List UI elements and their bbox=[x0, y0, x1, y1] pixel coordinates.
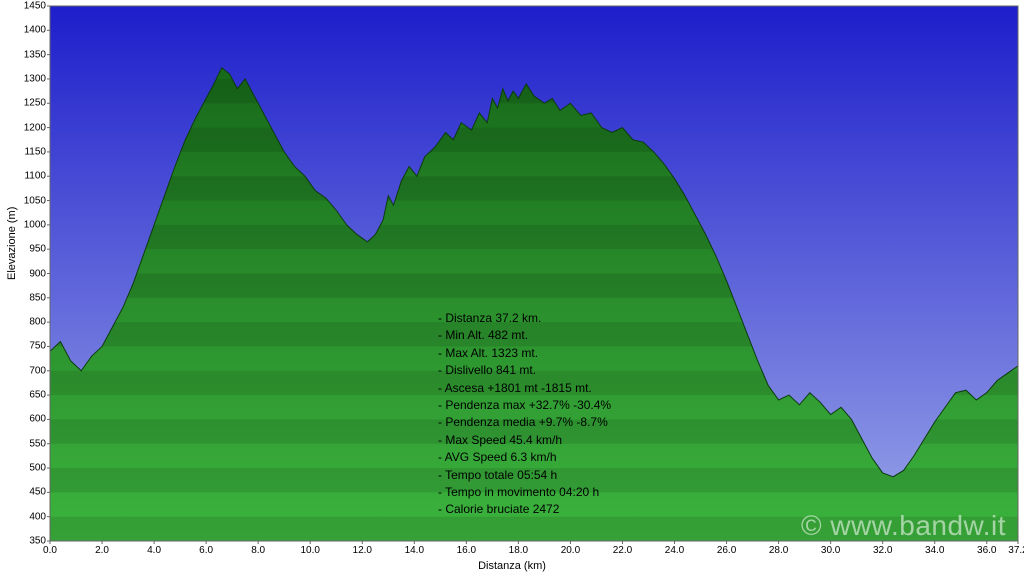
y-tick: 450 bbox=[18, 487, 46, 498]
stat-line: - Calorie bruciate 2472 bbox=[438, 501, 611, 518]
y-tick: 700 bbox=[18, 365, 46, 376]
stat-line: - Tempo totale 05:54 h bbox=[438, 467, 611, 484]
x-tick: 36.0 bbox=[972, 545, 1002, 556]
y-tick: 1000 bbox=[18, 219, 46, 230]
y-tick: 1400 bbox=[18, 25, 46, 36]
stat-line: - Min Alt. 482 mt. bbox=[438, 327, 611, 344]
y-tick: 400 bbox=[18, 511, 46, 522]
y-tick: 900 bbox=[18, 268, 46, 279]
elevation-chart: Elevazione (m) Distanza (km) 35040045050… bbox=[0, 0, 1024, 574]
x-tick: 20.0 bbox=[555, 545, 585, 556]
y-tick: 800 bbox=[18, 317, 46, 328]
x-tick: 12.0 bbox=[347, 545, 377, 556]
y-tick: 1350 bbox=[18, 49, 46, 60]
y-tick: 1150 bbox=[18, 146, 46, 157]
x-tick: 24.0 bbox=[660, 545, 690, 556]
stat-line: - Ascesa +1801 mt -1815 mt. bbox=[438, 380, 611, 397]
x-tick: 26.0 bbox=[712, 545, 742, 556]
y-tick: 850 bbox=[18, 292, 46, 303]
stat-line: - AVG Speed 6.3 km/h bbox=[438, 449, 611, 466]
x-tick: 30.0 bbox=[816, 545, 846, 556]
x-tick: 2.0 bbox=[87, 545, 117, 556]
y-tick: 950 bbox=[18, 244, 46, 255]
y-tick: 1050 bbox=[18, 195, 46, 206]
x-axis-label: Distanza (km) bbox=[0, 560, 1024, 572]
x-tick: 16.0 bbox=[451, 545, 481, 556]
x-tick: 18.0 bbox=[503, 545, 533, 556]
stat-line: - Dislivello 841 mt. bbox=[438, 362, 611, 379]
x-tick: 34.0 bbox=[920, 545, 950, 556]
x-tick: 10.0 bbox=[295, 545, 325, 556]
stat-line: - Distanza 37.2 km. bbox=[438, 310, 611, 327]
x-tick: 4.0 bbox=[139, 545, 169, 556]
y-tick: 600 bbox=[18, 414, 46, 425]
x-tick: 37.2 bbox=[1003, 545, 1024, 556]
x-tick: 8.0 bbox=[243, 545, 273, 556]
x-tick: 0.0 bbox=[35, 545, 65, 556]
x-tick: 6.0 bbox=[191, 545, 221, 556]
y-axis-label: Elevazione (m) bbox=[6, 207, 18, 280]
stat-line: - Tempo in movimento 04:20 h bbox=[438, 484, 611, 501]
stat-line: - Pendenza max +32.7% -30.4% bbox=[438, 397, 611, 414]
x-tick: 22.0 bbox=[607, 545, 637, 556]
x-tick: 28.0 bbox=[764, 545, 794, 556]
stat-line: - Max Speed 45.4 km/h bbox=[438, 432, 611, 449]
y-tick: 1300 bbox=[18, 73, 46, 84]
x-tick: 32.0 bbox=[868, 545, 898, 556]
y-tick: 1200 bbox=[18, 122, 46, 133]
y-tick: 1100 bbox=[18, 171, 46, 182]
y-tick: 1450 bbox=[18, 1, 46, 12]
y-tick: 500 bbox=[18, 463, 46, 474]
y-tick: 1250 bbox=[18, 98, 46, 109]
y-tick: 550 bbox=[18, 438, 46, 449]
y-tick: 650 bbox=[18, 390, 46, 401]
stats-overlay: - Distanza 37.2 km.- Min Alt. 482 mt.- M… bbox=[438, 310, 611, 519]
x-tick: 14.0 bbox=[399, 545, 429, 556]
stat-line: - Pendenza media +9.7% -8.7% bbox=[438, 414, 611, 431]
stat-line: - Max Alt. 1323 mt. bbox=[438, 345, 611, 362]
y-tick: 750 bbox=[18, 341, 46, 352]
